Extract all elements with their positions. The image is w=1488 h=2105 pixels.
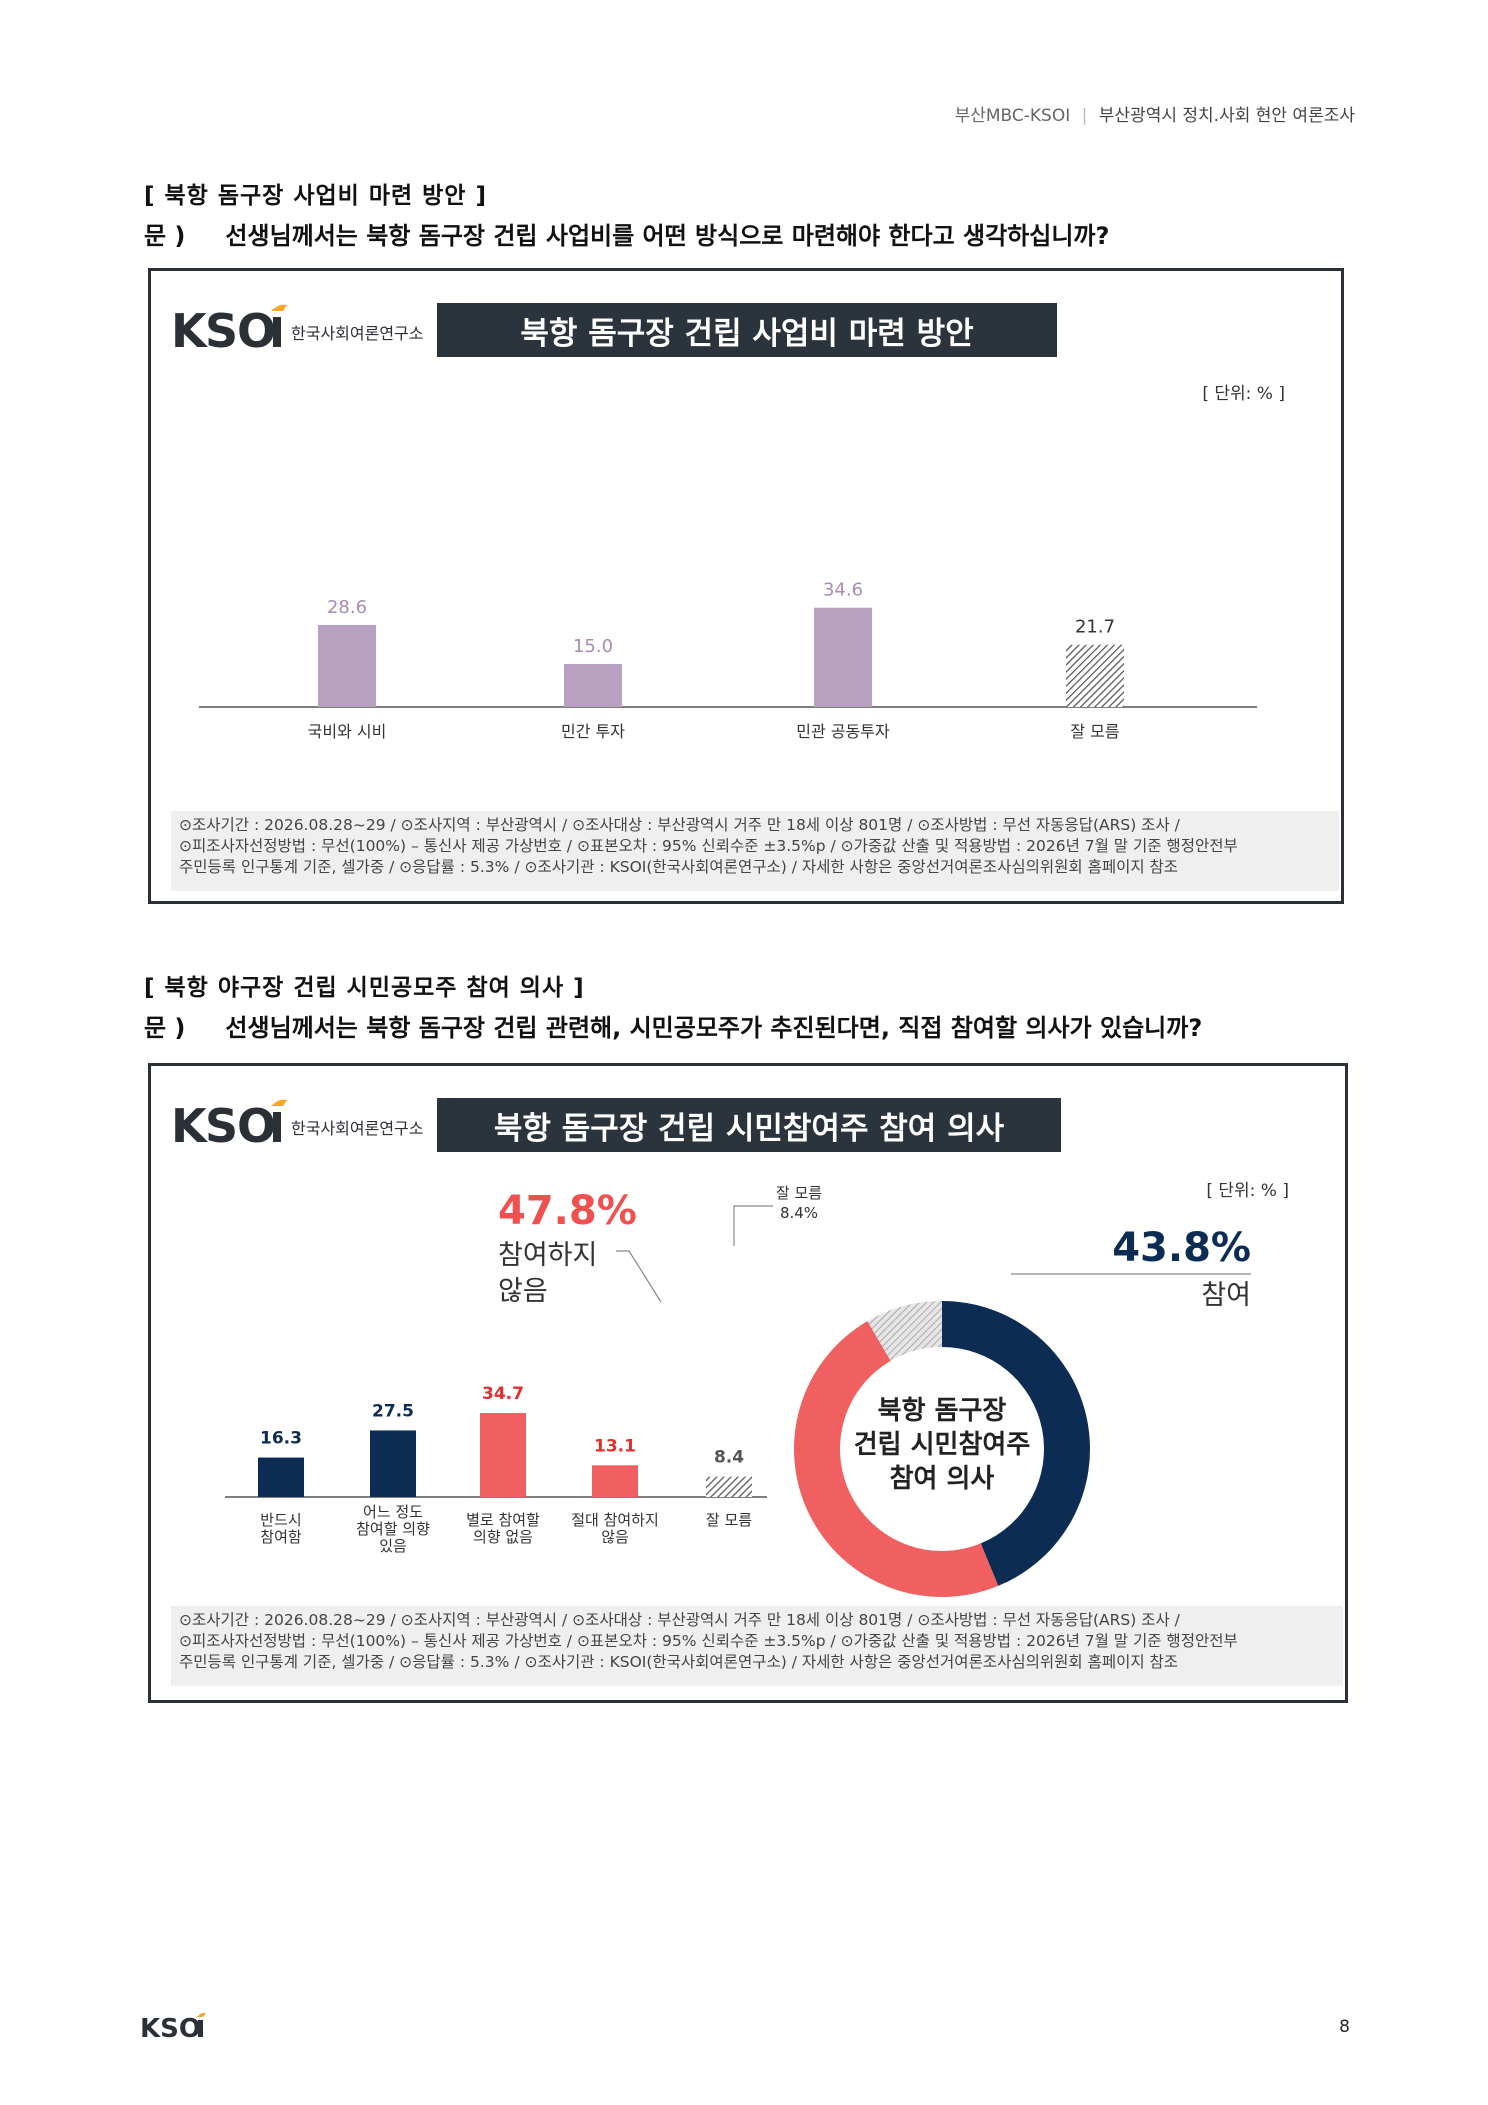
chart1-bar [564, 663, 622, 707]
donut-no-label: 않음 [498, 1276, 548, 1307]
header-sep: | [1081, 106, 1088, 126]
donut-dk-value: 8.4% [780, 1204, 818, 1222]
chart2-panel: K S O 한국사회여론연구소 북항 돔구장 건립 시민참여주 참여 의사 [ … [148, 1063, 1348, 1703]
chart1-value-label: 28.6 [327, 597, 367, 618]
page-number: 8 [1339, 2017, 1350, 2037]
donut-center-label: 건립 시민참여주 [854, 1430, 1031, 1460]
header-left: 부산MBC-KSOI [954, 106, 1071, 126]
donut-yes-label: 참여 [1201, 1280, 1251, 1311]
chart2-category-label: 잘 모름 [706, 1511, 752, 1529]
chart2-value-label: 34.7 [482, 1384, 524, 1404]
donut-no-leader [616, 1250, 662, 1303]
chart1-value-label: 15.0 [573, 636, 613, 657]
chart1-bar [318, 624, 376, 707]
logo-subtext: 한국사회여론연구소 [291, 1119, 423, 1138]
chart2-category-label: 의향 없음 [473, 1528, 533, 1546]
chart2-value-label: 13.1 [594, 1436, 636, 1456]
section2-q-prefix: 문 ) [144, 1014, 186, 1042]
svg-text:K: K [171, 1099, 209, 1152]
chart1-banner: 북항 돔구장 건립 사업비 마련 방안 [437, 303, 1057, 357]
chart1-unit: [ 단위: % ] [1202, 384, 1285, 404]
chart1-svg: 28.6 국비와 시비 15.0 민간 투자 34.6 민관 공동투자 21.7 잘 모름 [199, 580, 1257, 741]
chart2-category-label: 않음 [601, 1528, 629, 1546]
logo-subtext: 한국사회여론연구소 [291, 324, 423, 343]
chart2-bar [592, 1465, 638, 1497]
section2-question: 문 ) 선생님께서는 북항 돔구장 건립 관련해, 시민공모주가 추진된다면, 직… [144, 1008, 1202, 1043]
page-header: 부산MBC-KSOI | 부산광역시 정치.사회 현안 여론조사 [955, 101, 1355, 126]
chart2-category-label: 참여함 [260, 1528, 302, 1546]
chart2-footnote-line: ⊙피조사자선정방법 : 무선(100%) – 통신사 제공 가상번호 / ⊙표본… [179, 1632, 1238, 1650]
donut-center-label: 참여 의사 [890, 1464, 995, 1494]
chart1-bar [814, 607, 872, 707]
chart2-footnote-line: 주민등록 인구통계 기준, 셀가중 / ⊙응답률 : 5.3% / ⊙조사기관 … [179, 1653, 1179, 1671]
section2-q-text: 선생님께서는 북항 돔구장 건립 관련해, 시민공모주가 추진된다면, 직접 참… [225, 1014, 1203, 1042]
svg-text:O: O [237, 304, 276, 357]
donut-segment-yes [942, 1301, 1090, 1586]
chart2-unit: [ 단위: % ] [1206, 1181, 1289, 1201]
chart2-category-label: 있음 [379, 1537, 407, 1555]
section1-title: [ 북항 돔구장 사업비 마련 방안 ] [144, 183, 487, 209]
svg-text:S: S [205, 1099, 238, 1152]
chart2-footnote: ⊙조사기간 : 2026.08.28~29 / ⊙조사지역 : 부산광역시 / … [171, 1606, 1343, 1686]
chart2-bar [258, 1457, 304, 1497]
svg-text:K: K [171, 304, 209, 357]
chart1-category-label: 국비와 시비 [308, 722, 387, 741]
chart1-value-label: 34.6 [823, 580, 863, 601]
chart2-value-label: 27.5 [372, 1401, 414, 1421]
ksoi-logo: K S O 한국사회여론연구소 [171, 1099, 423, 1152]
chart2-category-label: 반드시 [260, 1511, 301, 1529]
donut-segment-no [793, 1321, 999, 1597]
chart2-value-label: 16.3 [260, 1429, 302, 1449]
chart1-value-label: 21.7 [1075, 617, 1115, 638]
donut-center-label: 북항 돔구장 [878, 1396, 1007, 1426]
donut-segment-dk [867, 1301, 942, 1361]
chart2-value-label: 8.4 [714, 1448, 744, 1468]
donut-dk-label: 잘 모름 [776, 1184, 822, 1202]
chart1-category-label: 민관 공동투자 [796, 722, 890, 741]
chart2-category-label: 별로 참여할 [466, 1511, 540, 1529]
section1-question: 문 ) 선생님께서는 북항 돔구장 건립 사업비를 어떤 방식으로 마련해야 한다… [144, 216, 1109, 251]
donut-dk-leader [733, 1205, 773, 1246]
section2-title: [ 북항 야구장 건립 시민공모주 참여 의사 ] [144, 975, 585, 1001]
chart1-footnote: ⊙조사기간 : 2026.08.28~29 / ⊙조사지역 : 부산광역시 / … [171, 811, 1339, 891]
ksoi-logo: K S O 한국사회여론연구소 [171, 304, 423, 357]
chart1-category-label: 잘 모름 [1070, 722, 1119, 741]
chart2-category-label: 참여할 의향 [356, 1520, 430, 1538]
chart1-footnote-line: 주민등록 인구통계 기준, 셀가중 / ⊙응답률 : 5.3% / ⊙조사기관 … [179, 858, 1179, 876]
chart1-footnote-line: ⊙피조사자선정방법 : 무선(100%) – 통신사 제공 가상번호 / ⊙표본… [179, 837, 1238, 855]
donut-no-value: 47.8% [498, 1188, 637, 1234]
section1-q-prefix: 문 ) [144, 222, 186, 250]
svg-text:S: S [205, 304, 238, 357]
chart2-category-label: 절대 참여하지 [571, 1511, 659, 1529]
donut-yes-value: 43.8% [1112, 1225, 1251, 1271]
chart2-bar [706, 1476, 752, 1497]
footer-ksoi-logo: KSO [140, 2012, 206, 2041]
chart2-footnote-line: ⊙조사기간 : 2026.08.28~29 / ⊙조사지역 : 부산광역시 / … [179, 1611, 1180, 1629]
chart1-footnote-line: ⊙조사기간 : 2026.08.28~29 / ⊙조사지역 : 부산광역시 / … [179, 816, 1180, 834]
header-right: 부산광역시 정치.사회 현안 여론조사 [1098, 106, 1355, 126]
chart1-category-label: 민간 투자 [561, 722, 625, 741]
chart2-category-label: 어느 정도 [363, 1503, 423, 1521]
chart1-bar [1066, 644, 1124, 707]
donut-no-label: 참여하지 [498, 1240, 597, 1271]
svg-text:O: O [237, 1099, 276, 1152]
chart1-panel: K S O 한국사회여론연구소 북항 돔구장 건립 사업비 마련 방안 [ 단위… [148, 268, 1344, 904]
chart2-bar [370, 1430, 416, 1497]
svg-text:KSO: KSO [140, 2014, 201, 2041]
chart2-banner: 북항 돔구장 건립 시민참여주 참여 의사 [437, 1098, 1061, 1152]
section1-q-text: 선생님께서는 북항 돔구장 건립 사업비를 어떤 방식으로 마련해야 한다고 생… [225, 222, 1110, 250]
chart2-bar [480, 1413, 526, 1497]
